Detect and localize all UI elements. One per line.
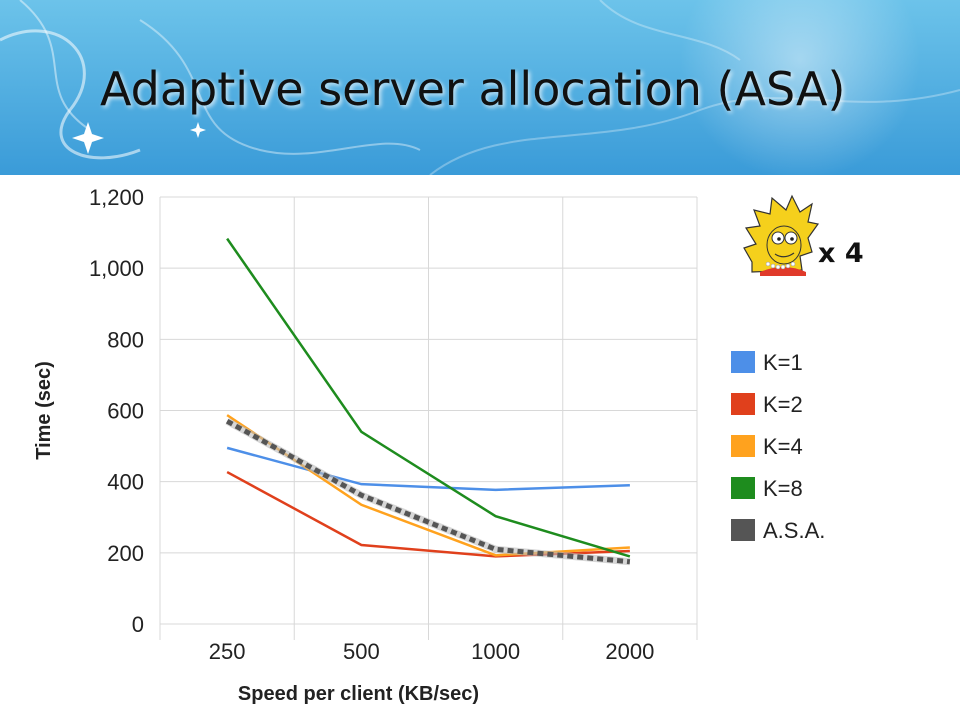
y-tick-label: 1,000 bbox=[89, 256, 144, 281]
legend-label: K=8 bbox=[763, 476, 803, 501]
legend-label: K=2 bbox=[763, 392, 803, 417]
legend-swatch bbox=[731, 519, 755, 541]
y-tick-label: 0 bbox=[132, 612, 144, 637]
x-tick-label: 1000 bbox=[471, 639, 520, 664]
legend-swatch bbox=[731, 351, 755, 373]
legend-label: K=4 bbox=[763, 434, 803, 459]
multiplier-label: x 4 bbox=[818, 238, 864, 269]
slide-title: Adaptive server allocation (ASA) bbox=[100, 62, 846, 116]
x-tick-label: 250 bbox=[209, 639, 246, 664]
y-tick-label: 200 bbox=[107, 541, 144, 566]
series-line-k-1 bbox=[226, 446, 630, 492]
y-axis-label: Time (sec) bbox=[33, 361, 55, 460]
legend-swatch bbox=[731, 435, 755, 457]
y-tick-label: 800 bbox=[107, 327, 144, 352]
legend-label: A.S.A. bbox=[763, 518, 825, 543]
y-tick-label: 400 bbox=[107, 470, 144, 495]
y-tick-label: 1,200 bbox=[89, 185, 144, 210]
series-line-a-s-a bbox=[225, 418, 631, 565]
chart-area: 0 200 400 600 800 1,000 1,200 250 500 1000 2000 Spe… bbox=[33, 185, 698, 705]
cartoon-girl-icon bbox=[743, 194, 820, 276]
series-line-k-8 bbox=[226, 237, 631, 558]
y-tick-label: 600 bbox=[107, 399, 144, 424]
x-tick-label: 2000 bbox=[605, 639, 654, 664]
legend-swatch bbox=[731, 477, 755, 499]
title-banner bbox=[0, 0, 960, 175]
legend-swatch bbox=[731, 393, 755, 415]
chart-legend: K=1 K=2 K=4 K=8 A.S.A. bbox=[731, 350, 825, 543]
legend-label: K=1 bbox=[763, 350, 803, 375]
sparkle-icon bbox=[72, 122, 206, 154]
x-tick-label: 500 bbox=[343, 639, 380, 664]
x-axis-label: Speed per client (KB/sec) bbox=[238, 683, 479, 705]
